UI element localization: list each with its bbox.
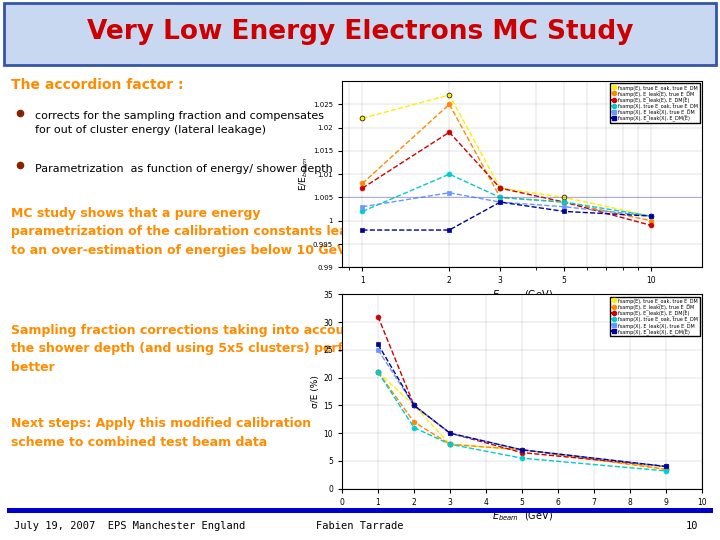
Text: The accordion factor :: The accordion factor : <box>11 78 184 92</box>
Text: Sampling fraction corrections taking into account
the shower depth (and using 5x: Sampling fraction corrections taking int… <box>11 324 371 374</box>
Text: Very Low Energy Electrons MC Study: Very Low Energy Electrons MC Study <box>86 19 634 45</box>
Y-axis label: σ/E (%): σ/E (%) <box>312 375 320 408</box>
Bar <box>7 508 713 513</box>
X-axis label: $E_{beam}$  (GeV): $E_{beam}$ (GeV) <box>492 288 552 302</box>
Text: July 19, 2007  EPS Manchester England: July 19, 2007 EPS Manchester England <box>14 521 246 531</box>
Legend: fsamp(E), true E_oak, true E_DM, fsamp(E), E_leak(E), true E_DM, fsamp(E), E_lea: fsamp(E), true E_oak, true E_DM, fsamp(E… <box>610 84 700 123</box>
Text: corrects for the sampling fraction and compensates
for out of cluster energy (la: corrects for the sampling fraction and c… <box>35 111 323 135</box>
X-axis label: $E_{beam}$  (GeV): $E_{beam}$ (GeV) <box>492 510 552 523</box>
Text: Parametrization  as function of energy/ shower depth: Parametrization as function of energy/ s… <box>35 164 333 174</box>
Text: 10: 10 <box>686 521 698 531</box>
Legend: fsamp(E), true E_oak, true E_DM, fsamp(E), E_leak(E), true E_DM, fsamp(E), E_lea: fsamp(E), true E_oak, true E_DM, fsamp(E… <box>610 297 700 336</box>
Text: Fabien Tarrade: Fabien Tarrade <box>316 521 404 531</box>
Y-axis label: E/E$_{beam}$: E/E$_{beam}$ <box>297 157 310 191</box>
Text: Next steps: Apply this modified calibration
scheme to combined test beam data: Next steps: Apply this modified calibrat… <box>11 417 311 449</box>
Text: MC study shows that a pure energy
parametrization of the calibration constants l: MC study shows that a pure energy parame… <box>11 207 364 256</box>
